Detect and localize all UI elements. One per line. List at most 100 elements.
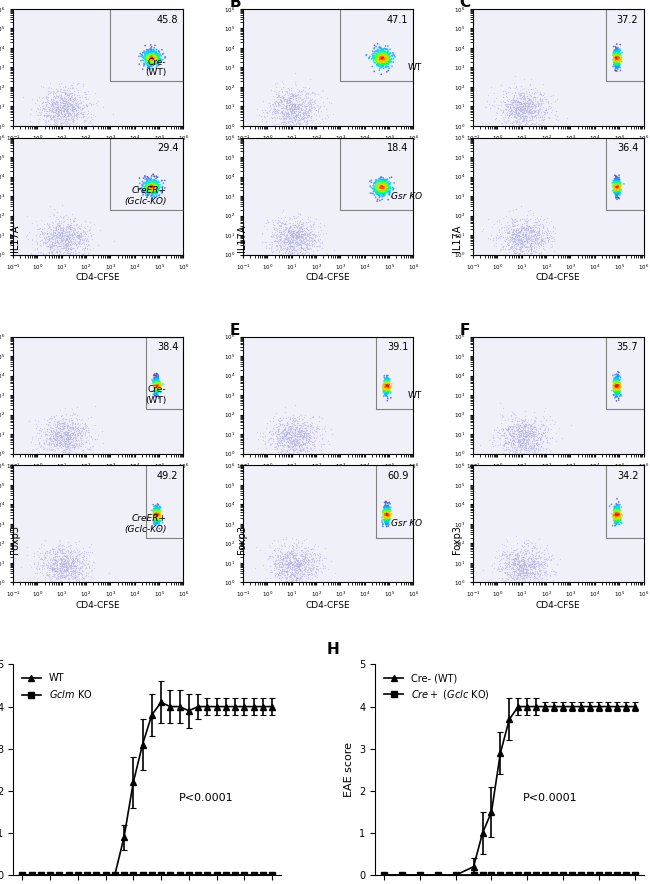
Point: [508, 562, 518, 576]
Point: [610, 376, 621, 390]
Point: [611, 48, 621, 62]
Point: [48, 95, 58, 109]
Point: [612, 49, 623, 63]
Point: [296, 425, 306, 439]
Point: [612, 184, 623, 198]
Point: [280, 444, 290, 458]
Point: [289, 438, 299, 452]
Point: [41, 109, 51, 123]
Point: [513, 98, 523, 112]
Point: [516, 236, 526, 250]
Point: [142, 51, 153, 65]
Point: [58, 101, 69, 115]
Point: [150, 384, 161, 398]
Point: [276, 103, 287, 118]
Point: [280, 217, 291, 232]
Point: [291, 91, 302, 105]
Point: [381, 502, 391, 516]
Point: [612, 179, 623, 194]
Point: [268, 431, 278, 446]
Point: [294, 555, 305, 569]
Point: [525, 110, 536, 125]
Point: [374, 180, 385, 194]
Point: [310, 87, 320, 101]
Point: [150, 178, 161, 192]
Point: [513, 223, 523, 237]
Point: [517, 105, 527, 119]
Point: [304, 96, 314, 110]
Point: [81, 227, 91, 241]
Text: Foxp3: Foxp3: [237, 525, 247, 553]
Point: [525, 242, 535, 256]
Point: [151, 378, 162, 392]
Point: [533, 105, 543, 119]
Point: [142, 182, 153, 196]
Point: [150, 384, 161, 398]
Point: [295, 429, 306, 443]
Point: [611, 374, 621, 388]
Point: [383, 519, 393, 533]
Point: [49, 235, 60, 249]
Point: [43, 232, 53, 247]
Point: [140, 48, 150, 62]
Point: [273, 568, 283, 582]
Point: [382, 387, 392, 401]
Point: [519, 92, 530, 106]
Point: [51, 423, 61, 437]
Point: [45, 560, 55, 575]
Point: [382, 380, 392, 394]
Point: [510, 564, 520, 578]
Point: [153, 380, 164, 394]
Point: [613, 501, 623, 515]
Point: [73, 231, 83, 245]
Point: [525, 112, 536, 126]
Point: [511, 106, 521, 120]
Point: [55, 99, 66, 113]
Point: [381, 371, 391, 385]
Point: [275, 557, 285, 571]
Point: [58, 224, 68, 238]
Point: [151, 510, 161, 524]
Point: [384, 504, 394, 518]
Point: [151, 188, 162, 202]
Point: [152, 381, 162, 395]
Point: [136, 181, 146, 195]
Point: [286, 431, 296, 446]
Point: [387, 180, 398, 194]
Point: [57, 100, 68, 114]
Point: [507, 219, 517, 233]
Point: [53, 422, 64, 436]
Point: [66, 558, 77, 572]
Point: [153, 380, 163, 394]
Point: [149, 377, 159, 392]
Point: [140, 176, 150, 190]
Point: [79, 237, 89, 251]
Point: [152, 378, 162, 392]
Point: [285, 252, 295, 266]
Point: [150, 374, 160, 388]
Point: [381, 52, 391, 66]
Point: [517, 227, 527, 241]
Point: [611, 507, 621, 522]
Point: [526, 95, 537, 109]
Point: [64, 102, 74, 116]
Point: [297, 95, 307, 109]
Point: [384, 377, 394, 392]
Point: [52, 438, 62, 453]
Point: [75, 430, 86, 444]
Point: [151, 57, 162, 71]
Point: [528, 240, 539, 255]
Point: [382, 377, 392, 391]
Point: [292, 226, 303, 240]
Point: [151, 383, 162, 397]
Point: [55, 554, 66, 568]
Point: [289, 243, 299, 257]
Point: [264, 538, 274, 552]
Point: [528, 548, 539, 562]
Point: [610, 171, 621, 185]
Point: [543, 422, 553, 436]
Point: [67, 414, 77, 428]
Point: [151, 503, 162, 517]
Point: [294, 559, 304, 573]
Point: [525, 230, 535, 244]
